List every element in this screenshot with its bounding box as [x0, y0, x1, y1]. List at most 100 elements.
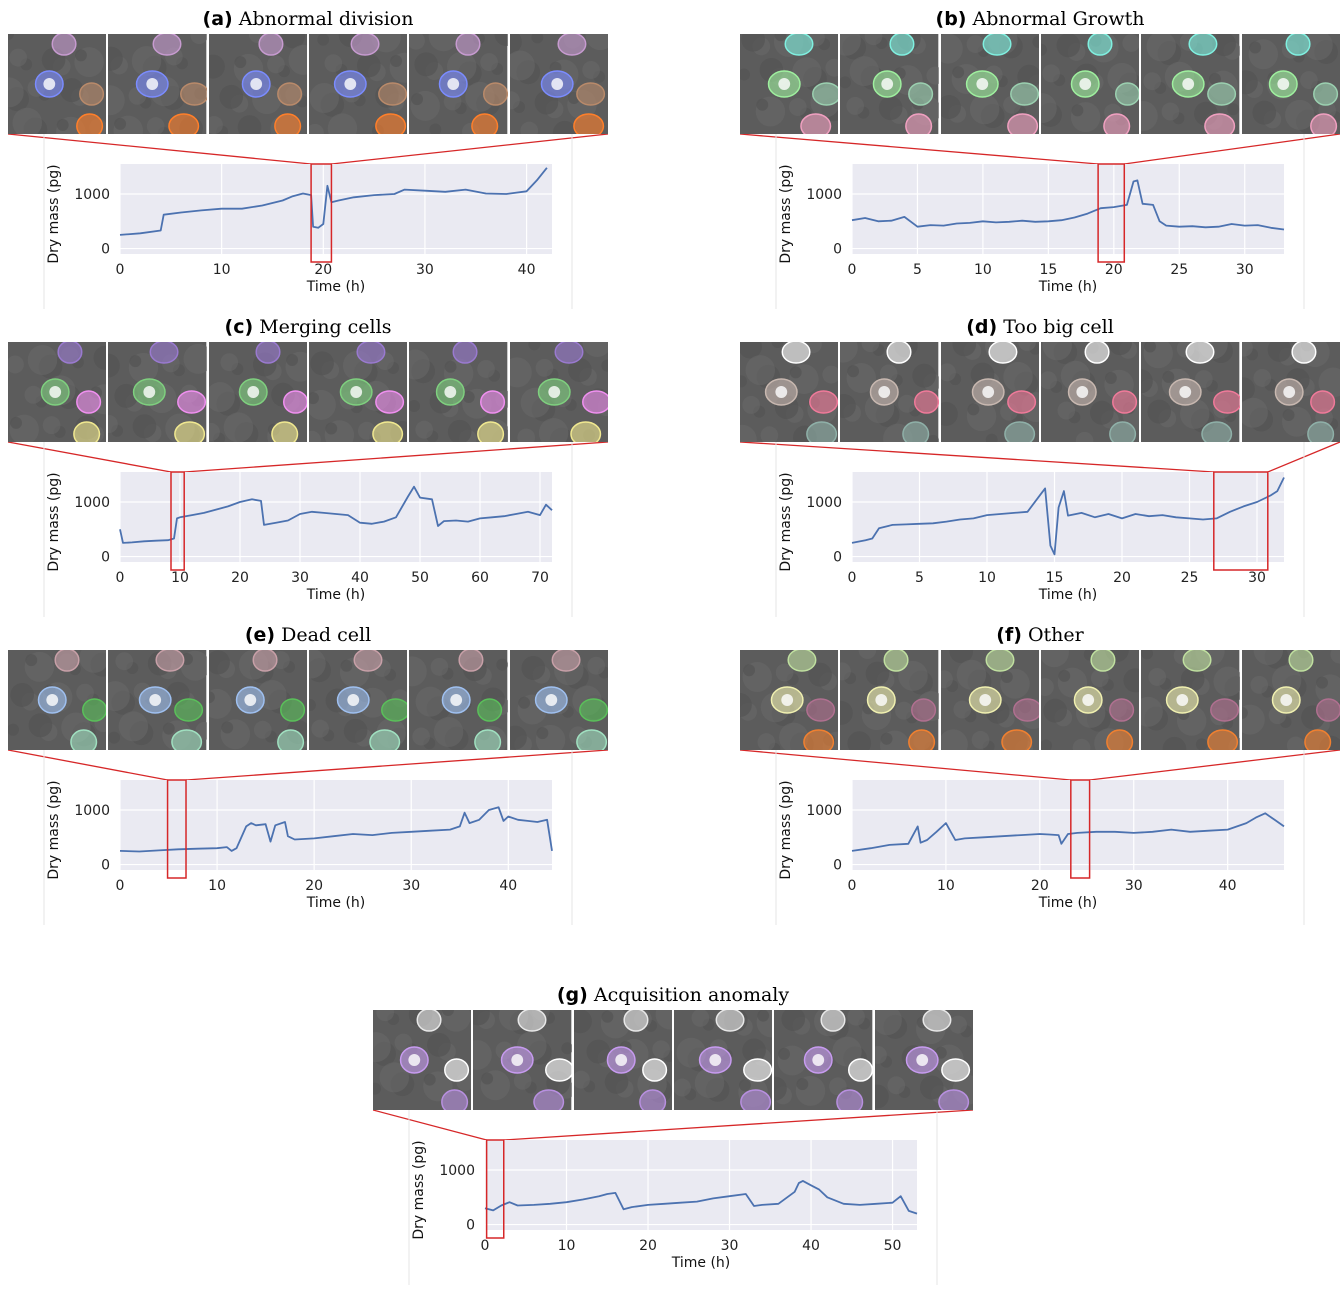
x-tick-label: 0 — [848, 262, 857, 278]
zoom-connector-left — [7, 441, 172, 473]
x-tick-label: 50 — [884, 1238, 902, 1254]
y-tick-label: 0 — [833, 858, 842, 874]
cell-frame — [1241, 650, 1340, 750]
y-axis-label: Dry mass (pg) — [411, 1140, 427, 1239]
x-tick-label: 20 — [639, 1238, 657, 1254]
x-axis-label: Time (h) — [306, 279, 366, 295]
cell-frame — [509, 650, 608, 750]
y-tick-label: 1000 — [74, 495, 110, 511]
panel-letter: (b) — [935, 8, 967, 30]
cell-frame — [573, 1010, 672, 1110]
cell-frame — [840, 342, 939, 442]
y-tick-label: 1000 — [74, 803, 110, 819]
x-tick-label: 20 — [1105, 262, 1123, 278]
panel-e: (e) Dead cell 0 10 20 30 40 0 1000 Time (h) Dry m… — [7, 624, 609, 925]
cell-frame — [1241, 34, 1340, 134]
cell-frame — [1040, 342, 1140, 442]
x-tick-label: 10 — [974, 262, 992, 278]
chart-svg: 0 5 10 15 20 25 30 0 1000 Time (h) Dry mass (pg) — [739, 133, 1341, 309]
panel-title: (b) Abnormal Growth — [740, 8, 1340, 32]
panel-title: (g) Acquisition anomaly — [373, 984, 973, 1008]
cell-frame — [473, 1010, 572, 1110]
cell-frame — [509, 342, 608, 442]
plot-area — [120, 780, 552, 870]
dry-mass-series-line — [851, 477, 1285, 556]
x-tick-label: 25 — [1170, 262, 1188, 278]
cell-frame — [108, 342, 207, 442]
cell-frame — [373, 1010, 472, 1110]
x-tick-label: 0 — [848, 878, 857, 894]
highlight-box — [1097, 163, 1126, 263]
cell-frame — [840, 34, 939, 134]
x-tick-label: 20 — [231, 570, 249, 586]
y-tick-label: 0 — [833, 550, 842, 566]
x-tick-label: 20 — [305, 878, 323, 894]
panel-letter: (a) — [202, 8, 233, 30]
highlight-box — [485, 1139, 505, 1239]
y-tick-label: 0 — [101, 858, 110, 874]
zoom-connector-left — [739, 133, 1099, 165]
cell-image-strip — [8, 342, 608, 442]
cell-frame — [840, 650, 939, 750]
cell-frame — [1141, 342, 1240, 442]
y-tick-label: 0 — [833, 242, 842, 258]
cell-frame — [308, 650, 408, 750]
x-tick-label: 10 — [213, 262, 231, 278]
y-tick-label: 0 — [101, 242, 110, 258]
chart-g: 0 10 20 30 40 50 0 1000 Time (h) Dry mass (pg) — [372, 1109, 974, 1289]
highlight-box — [170, 471, 185, 571]
x-tick-label: 0 — [848, 570, 857, 586]
y-axis-label: Dry mass (pg) — [778, 780, 794, 879]
chart-f: 0 10 20 30 40 0 1000 Time (h) Dry mass (pg) — [739, 749, 1341, 929]
panel-letter: (c) — [224, 316, 254, 338]
dry-mass-series-line — [119, 167, 548, 236]
cell-frame — [774, 1010, 873, 1110]
cell-frame — [740, 342, 839, 442]
x-tick-label: 5 — [915, 570, 924, 586]
x-tick-label: 0 — [116, 878, 125, 894]
panel-letter: (e) — [244, 624, 276, 646]
x-tick-label: 10 — [978, 570, 996, 586]
cell-frame — [208, 650, 307, 750]
x-axis-label: Time (h) — [306, 895, 366, 911]
cell-frame — [874, 1010, 973, 1110]
chart-svg: 0 10 20 30 40 50 60 70 0 1000 Time (h) Dry mass (pg… — [7, 441, 609, 617]
highlight-box — [1070, 779, 1091, 879]
plot-area — [120, 164, 552, 254]
zoom-connector-right — [331, 133, 609, 165]
x-tick-label: 30 — [416, 262, 434, 278]
cell-image-strip — [740, 342, 1340, 442]
cell-frame — [108, 650, 207, 750]
cell-frame — [409, 650, 508, 750]
cell-frame — [409, 342, 508, 442]
zoom-connector-left — [7, 133, 312, 165]
zoom-connector-left — [7, 749, 168, 781]
highlight-box — [166, 779, 187, 879]
x-tick-label: 30 — [1236, 262, 1254, 278]
cell-frame — [673, 1010, 773, 1110]
x-axis-label: Time (h) — [306, 587, 366, 603]
zoom-connector-right — [185, 749, 609, 781]
panel-title: (a) Abnormal division — [8, 8, 608, 32]
x-tick-label: 40 — [802, 1238, 820, 1254]
x-tick-label: 10 — [558, 1238, 576, 1254]
x-tick-label: 10 — [208, 878, 226, 894]
zoom-connector-right — [1089, 749, 1341, 781]
y-tick-label: 1000 — [806, 495, 842, 511]
chart-svg: 0 10 20 30 40 0 1000 Time (h) Dry mass (pg) — [7, 749, 609, 925]
cell-frame — [208, 34, 307, 134]
zoom-connector-left — [739, 441, 1214, 473]
zoom-connector-left — [739, 749, 1071, 781]
chart-d: 0 5 10 15 20 25 30 0 1000 Time (h) Dry mass (pg) — [739, 441, 1341, 621]
panel-title-text: Acquisition anomaly — [587, 984, 790, 1006]
x-tick-label: 0 — [116, 262, 125, 278]
panel-d: (d) Too big cell 0 5 10 15 20 25 30 0 1000 Time (h… — [739, 316, 1341, 617]
chart-e: 0 10 20 30 40 0 1000 Time (h) Dry mass (pg) — [7, 749, 609, 929]
cell-frame — [940, 650, 1039, 750]
panel-letter: (d) — [966, 316, 998, 338]
x-tick-label: 40 — [351, 570, 369, 586]
cell-image-strip — [373, 1010, 973, 1110]
y-axis-label: Dry mass (pg) — [46, 164, 62, 263]
panel-title-text: Dead cell — [275, 624, 372, 646]
panel-title: (d) Too big cell — [740, 316, 1340, 340]
